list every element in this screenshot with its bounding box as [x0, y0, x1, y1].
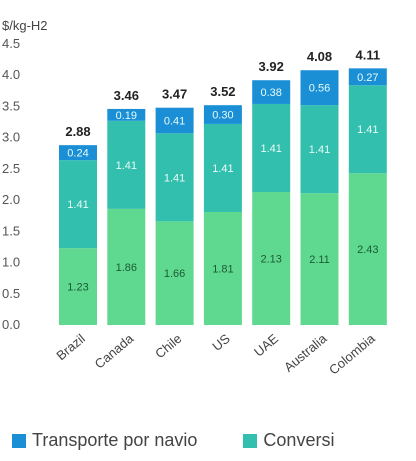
bar-segment [348, 85, 387, 174]
bar-total-label: 4.08 [307, 49, 332, 64]
bar-segment [107, 208, 146, 325]
y-tick-label: 3.5 [2, 98, 20, 113]
bar-segment [107, 120, 146, 209]
bar-segment-label: 1.41 [357, 124, 378, 136]
bar-total-label: 4.11 [356, 47, 381, 62]
y-tick-label: 0.0 [2, 317, 20, 332]
x-category-label: Australia [281, 330, 330, 374]
bar-segment-label: 2.43 [357, 244, 378, 256]
y-tick-label: 4.0 [2, 67, 20, 82]
x-category-label: Canada [92, 330, 137, 371]
y-tick-label: 4.5 [2, 36, 20, 51]
bar-segment-label: 0.30 [212, 110, 233, 122]
bar-segment [155, 221, 194, 325]
bar-segment [107, 108, 146, 121]
bar-segment [300, 193, 339, 325]
y-tick-label: 1.0 [2, 255, 20, 270]
bar-segment [300, 70, 339, 106]
legend-label-conversi: Conversi [263, 430, 335, 450]
bar-segment-label: 1.23 [67, 282, 88, 294]
bar-segment-label: 1.41 [212, 163, 233, 175]
y-tick-label: 2.0 [2, 192, 20, 207]
bar-total-label: 3.47 [162, 87, 187, 102]
bar-segment [203, 105, 242, 124]
legend-item-conversi: Conversi [243, 430, 334, 451]
x-category-label: Chile [152, 331, 184, 362]
bar-segment-label: 0.56 [309, 83, 330, 95]
bar-total-label: 3.52 [210, 84, 235, 99]
bar-segment-label: 1.41 [309, 144, 330, 156]
bar-segment-label: 1.41 [164, 172, 185, 184]
bar-segment [59, 160, 97, 249]
bar-segment-label: 0.24 [67, 148, 88, 160]
bar-segment [203, 211, 242, 325]
bar-segment [59, 145, 97, 161]
bar-segment [348, 68, 387, 86]
legend-swatch-conversi [243, 433, 258, 448]
bar-segment [300, 105, 339, 194]
legend-label-transporte: Transporte por navio [32, 430, 198, 450]
bar-segment [59, 248, 97, 325]
chart-legend: Transporte por navio Conversi [12, 430, 334, 451]
y-tick-label: 3.0 [2, 130, 20, 145]
bar-segment [252, 80, 291, 104]
bar-segment-label: 2.11 [309, 254, 330, 266]
y-axis-title: $/kg-H2 [2, 18, 48, 33]
bar-total-label: 3.46 [114, 88, 139, 103]
bar-segment-label: 1.81 [212, 263, 233, 275]
bar-segment-label: 1.41 [67, 199, 88, 211]
bar-segment-label: 1.41 [260, 143, 281, 155]
bar-segment-label: 0.41 [164, 115, 185, 127]
bar-segment-label: 1.41 [116, 160, 137, 172]
bar-segment [203, 123, 242, 212]
x-category-label: US [209, 331, 233, 354]
y-tick-label: 2.5 [2, 161, 20, 176]
x-category-label: UAE [251, 331, 281, 360]
bar-segment [252, 103, 291, 192]
bar-segment-label: 0.27 [357, 72, 378, 84]
legend-item-transporte: Transporte por navio [12, 430, 197, 451]
bar-segment [155, 133, 194, 222]
y-tick-label: 0.5 [2, 286, 20, 301]
bar-segment-label: 1.86 [116, 262, 137, 274]
y-tick-label: 1.5 [2, 223, 20, 238]
x-category-label: Brazil [53, 331, 88, 363]
bar-segment [252, 191, 291, 325]
x-category-label: Colombia [326, 330, 378, 377]
bar-segment-label: 0.38 [260, 87, 281, 99]
legend-swatch-transporte [12, 433, 26, 448]
bar-total-label: 2.88 [65, 124, 90, 139]
bar-total-label: 3.92 [259, 59, 284, 74]
bar-segment-label: 2.13 [260, 253, 281, 265]
bar-segment [348, 173, 387, 325]
bar-segment [155, 107, 194, 134]
bar-segment-label: 1.66 [164, 268, 185, 280]
bar-segment-label: 0.19 [116, 110, 137, 122]
